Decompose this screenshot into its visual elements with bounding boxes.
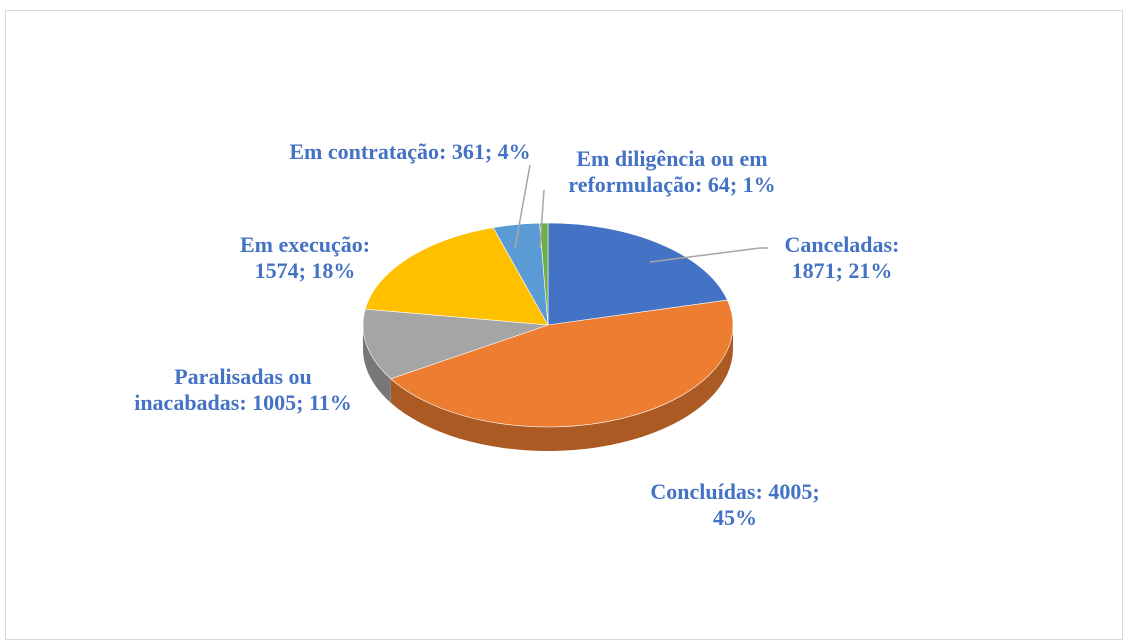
leader-line — [649, 247, 768, 263]
leader-line — [539, 189, 545, 249]
leader-lines — [514, 164, 768, 263]
slice — [364, 227, 549, 326]
slice-side — [390, 325, 733, 451]
data-label: Canceladas: 1871; 21% — [784, 232, 900, 283]
slice — [539, 222, 549, 326]
slice — [547, 222, 728, 326]
data-label: Em contratação: 361; 4% — [289, 139, 531, 164]
data-label: Concluídas: 4005; 45% — [650, 479, 820, 530]
slice — [390, 299, 734, 428]
data-label: Em execução: 1574; 18% — [239, 232, 371, 283]
data-label: Em diligência ou em reformulação: 64; 1% — [568, 146, 776, 197]
data-label: Paralisadas ou inacabadas: 1005; 11% — [134, 364, 352, 415]
leader-line — [514, 164, 531, 249]
slice — [362, 308, 549, 380]
